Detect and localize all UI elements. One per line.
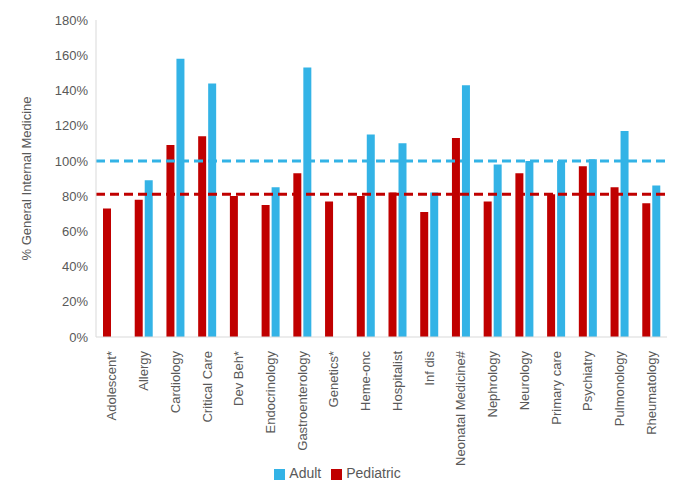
svg-text:Hospitalist: Hospitalist (390, 351, 405, 411)
html-text:Pediatric: Pediatric (346, 465, 401, 481)
html-text:Adult: Adult (289, 465, 322, 481)
svg-text:140%: 140% (55, 83, 89, 98)
svg-text:Critical Care: Critical Care (200, 351, 215, 423)
svg-text:Neonatal Medicine#: Neonatal Medicine# (453, 350, 468, 466)
svg-text:% General Internal Medicine: % General Internal Medicine (19, 96, 34, 260)
svg-text:Rheumatology: Rheumatology (644, 351, 659, 435)
svg-text:Inf dis: Inf dis (422, 351, 437, 386)
svg-text:120%: 120% (55, 118, 89, 133)
svg-text:Primary care: Primary care (549, 351, 564, 425)
svg-text:Psychiatry: Psychiatry (580, 351, 595, 411)
svg-text:Adolescent*: Adolescent* (104, 351, 119, 420)
svg-text:Cardiology: Cardiology (168, 351, 183, 414)
svg-text:80%: 80% (62, 189, 88, 204)
svg-text:100%: 100% (55, 154, 89, 169)
svg-text:40%: 40% (62, 259, 88, 274)
svg-text:Gastroenterology: Gastroenterology (295, 351, 310, 451)
svg-text:Pulmonology: Pulmonology (612, 351, 627, 427)
svg-text:180%: 180% (55, 13, 89, 28)
svg-text:Nephrology: Nephrology (485, 351, 500, 418)
svg-text:Genetics*: Genetics* (326, 351, 341, 407)
svg-text:Allergy: Allergy (136, 351, 151, 391)
svg-text:Endocrinology: Endocrinology (263, 351, 278, 434)
svg-text:20%: 20% (62, 294, 88, 309)
svg-text:160%: 160% (55, 48, 89, 63)
svg-text:Dev Beh*: Dev Beh* (231, 351, 246, 406)
svg-text:Neurology: Neurology (517, 351, 532, 411)
svg-text:Heme-onc: Heme-onc (358, 351, 373, 411)
svg-text:0%: 0% (69, 330, 88, 345)
svg-text:60%: 60% (62, 224, 88, 239)
